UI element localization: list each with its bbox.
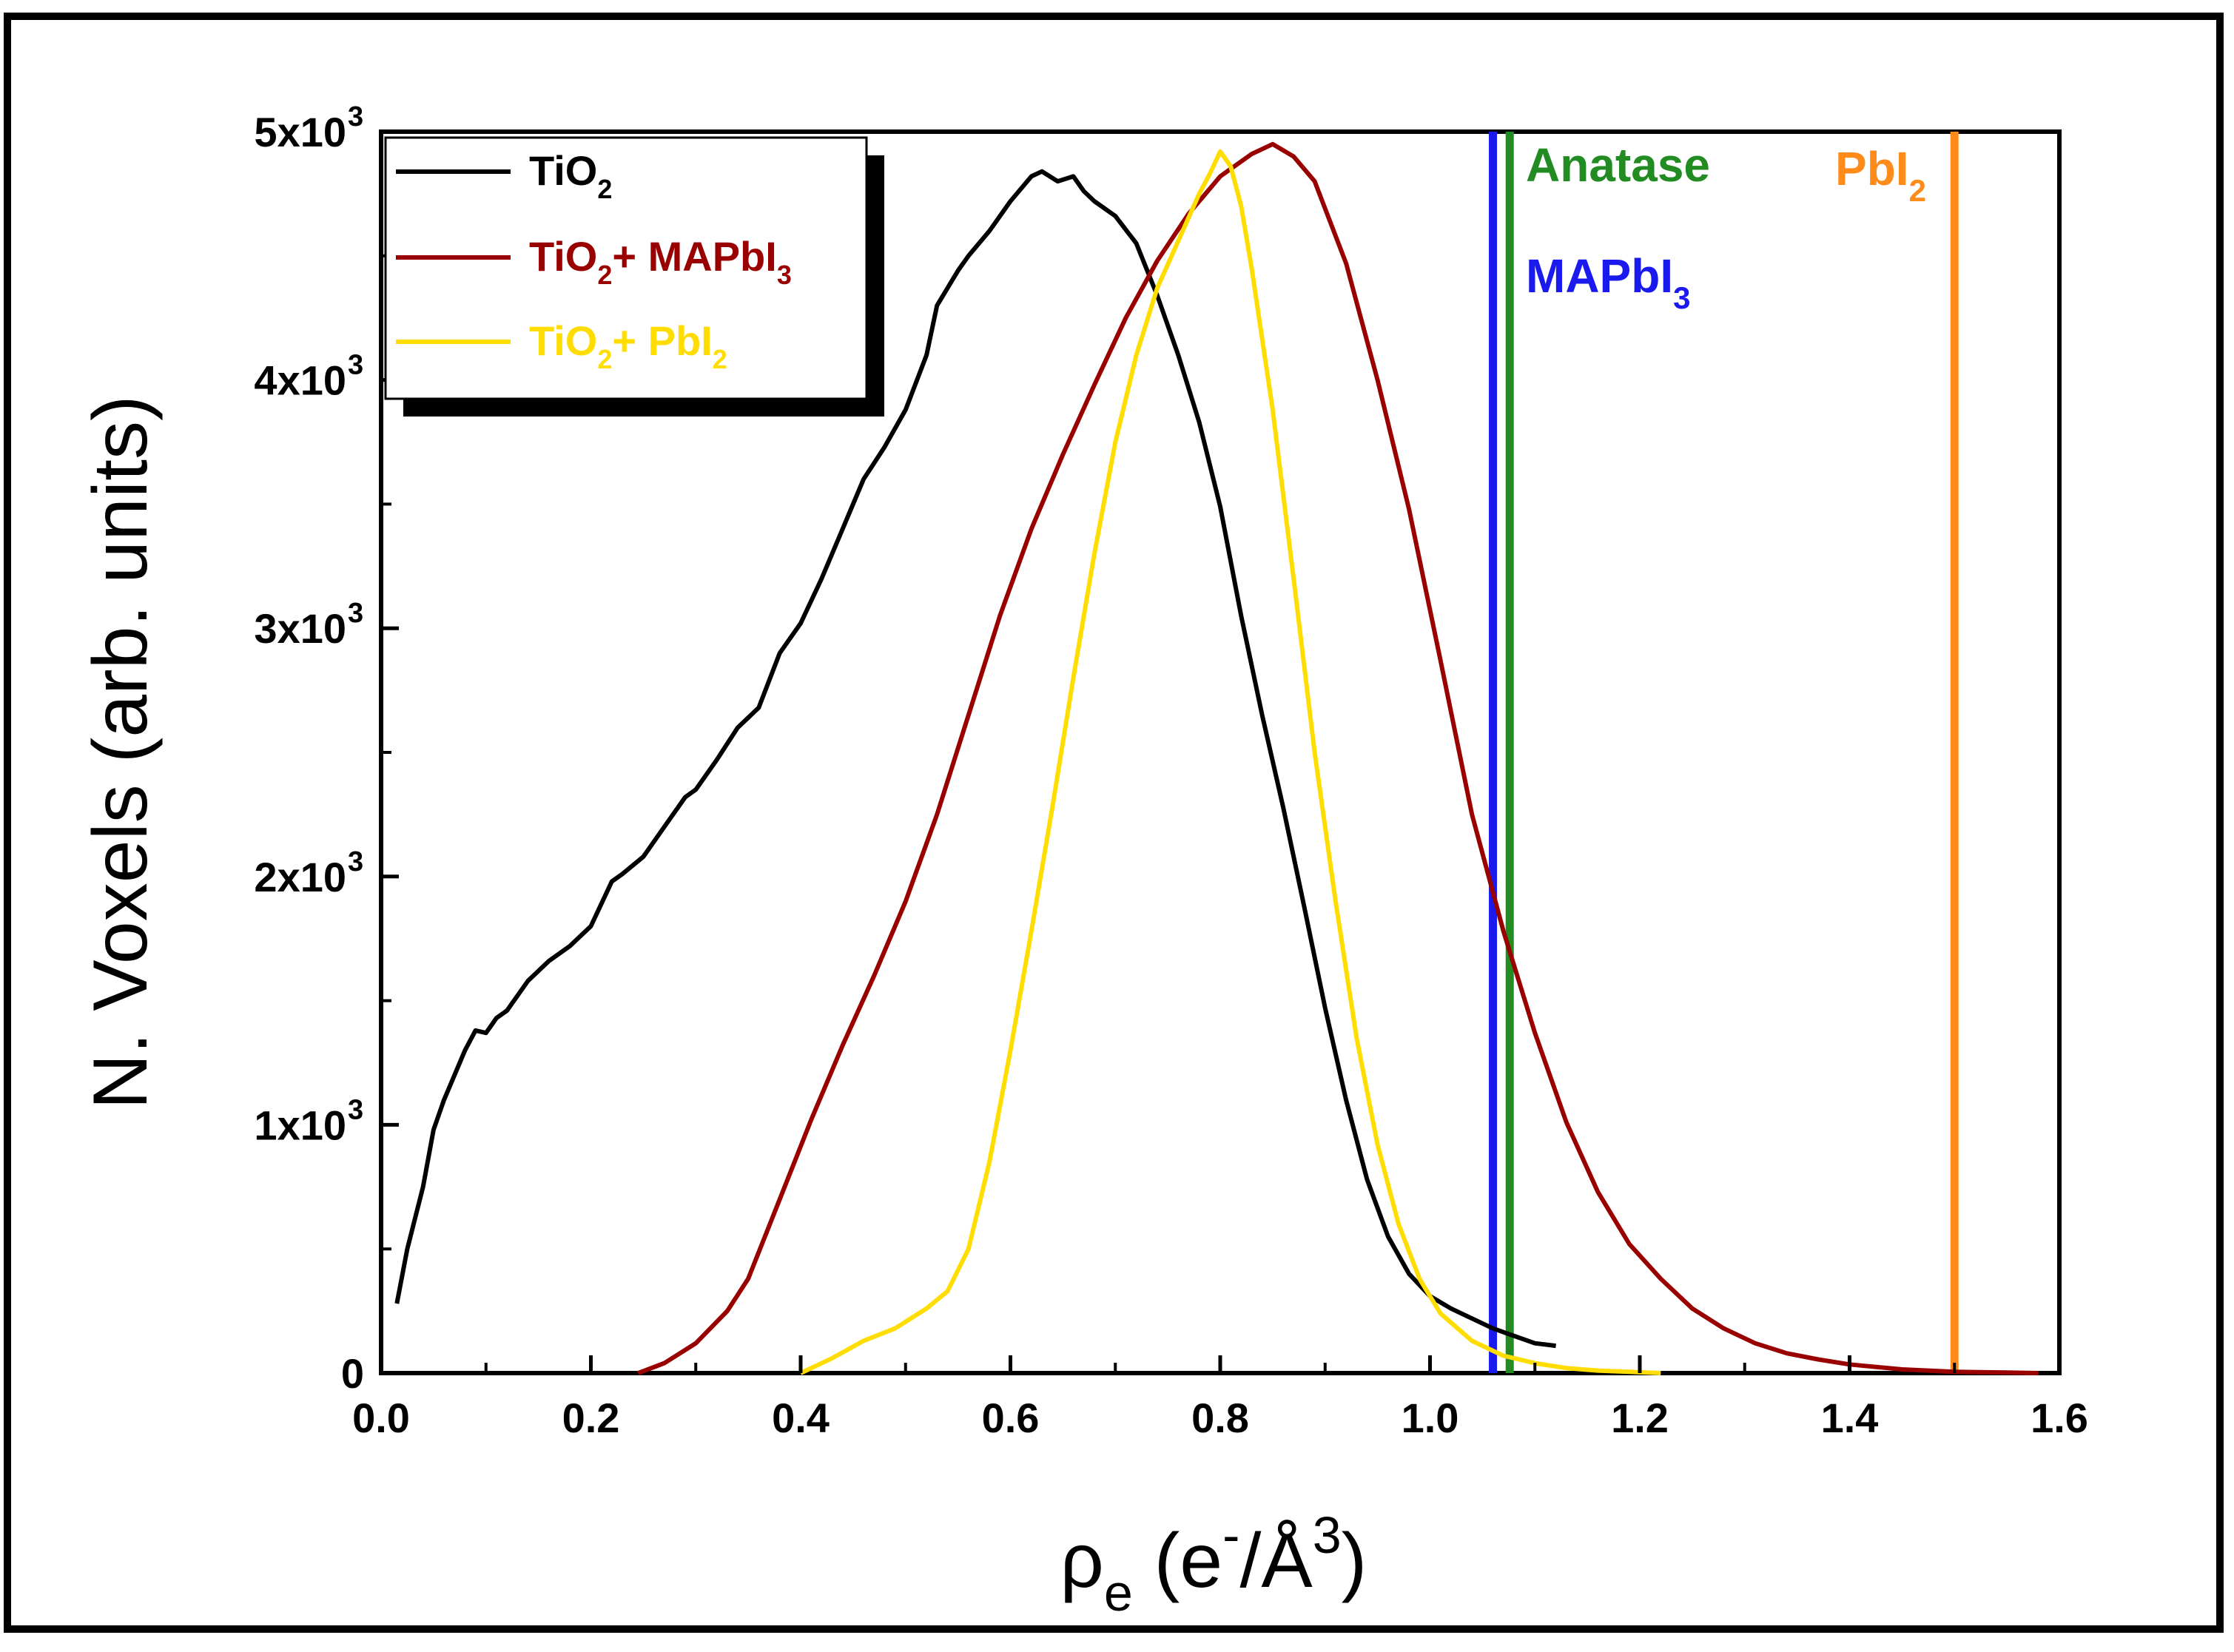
- legend-label-tio2-pbi2: TiO2+ PbI2: [529, 317, 727, 374]
- reference-lines: [1489, 132, 1959, 1373]
- y-tick-label: 3x10: [254, 605, 346, 652]
- y-tick-label: 0: [341, 1350, 364, 1397]
- y-tick-label: 4x10: [254, 357, 346, 404]
- x-tick-label: 1.6: [2031, 1395, 2088, 1441]
- y-tick-exponent: 3: [348, 846, 363, 877]
- legend-label-tio2-mapbi3: TiO2+ MAPbI3: [529, 233, 792, 290]
- x-tick-label: 1.2: [1611, 1395, 1669, 1441]
- x-axis-label: ρe (e-/Å3): [1060, 1506, 1367, 1622]
- x-tick-label: 0.2: [562, 1395, 620, 1441]
- y-tick-label: 2x10: [254, 854, 346, 900]
- series-line-tio2-pbi2: [799, 149, 1661, 1375]
- legend: TiO2 TiO2+ MAPbI3 TiO2+ PbI2: [384, 136, 884, 417]
- x-tick-label: 0.0: [352, 1395, 410, 1441]
- series-line-tio2: [394, 169, 1556, 1349]
- y-tick-label: 1x10: [254, 1102, 346, 1148]
- ref-label-pbi2: PbI2: [1835, 142, 1926, 208]
- outer-frame: [4, 13, 2224, 1633]
- series-group: [394, 141, 2039, 1375]
- x-tick-label: 1.4: [1821, 1395, 1879, 1441]
- x-tick-label: 1.0: [1402, 1395, 1459, 1441]
- x-tick-label: 0.6: [982, 1395, 1040, 1441]
- x-tick-label: 0.8: [1191, 1395, 1249, 1441]
- y-tick-label: 5x10: [254, 109, 346, 155]
- ref-label-mapbi3: MAPbI3: [1526, 249, 1690, 315]
- y-axis-label: N. Voxels (arb. units): [78, 395, 164, 1109]
- y-tick-exponent: 3: [348, 598, 363, 629]
- legend-label-tio2: TiO2: [529, 147, 612, 204]
- series-line-tio2-mapbi3: [637, 141, 2039, 1375]
- y-tick-exponent: 3: [348, 350, 363, 381]
- y-tick-exponent: 3: [348, 1094, 363, 1125]
- ref-label-anatase: Anatase: [1526, 138, 1710, 192]
- x-tick-label: 0.4: [772, 1395, 830, 1441]
- y-tick-exponent: 3: [348, 101, 363, 132]
- legend-box: [384, 136, 868, 400]
